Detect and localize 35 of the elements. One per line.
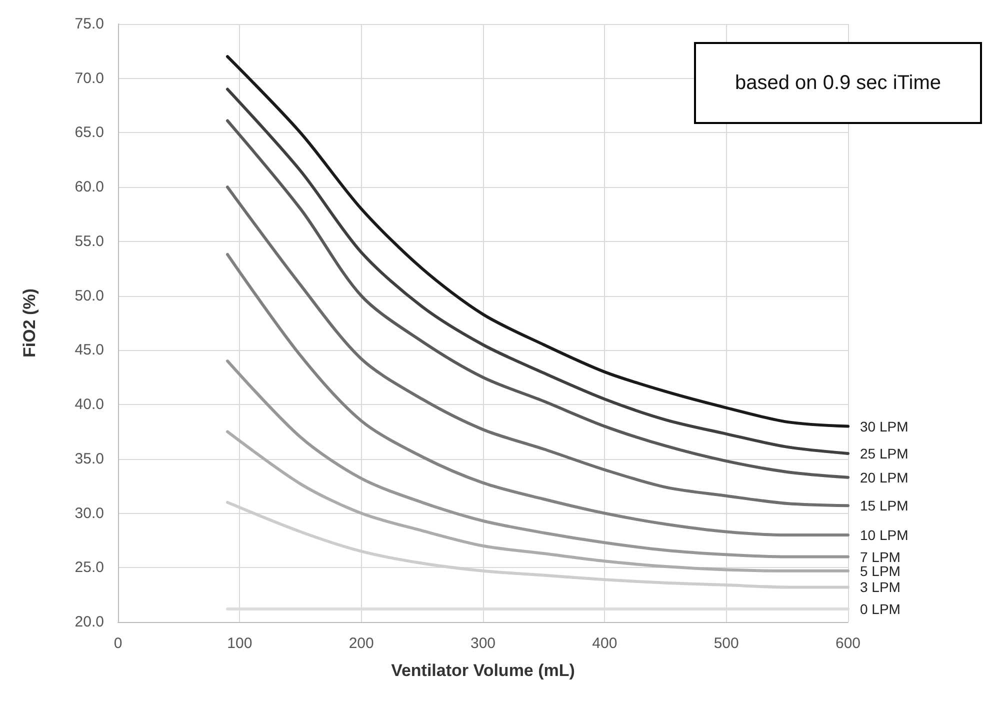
y-tick-label: 30.0 — [74, 504, 104, 522]
line-series — [226, 253, 850, 537]
series-label: 25 LPM — [860, 445, 908, 462]
line-series — [226, 430, 850, 572]
x-tick-label: 200 — [348, 635, 374, 652]
series-label: 30 LPM — [860, 418, 908, 434]
series-label: 5 LPM — [860, 562, 900, 579]
series-label: 15 LPM — [860, 498, 908, 514]
series-label: 10 LPM — [860, 527, 908, 544]
x-tick-label: 100 — [227, 635, 252, 652]
line-series — [226, 186, 850, 508]
y-tick-label: 75.0 — [74, 16, 104, 32]
x-tick-label: 0 — [114, 635, 122, 652]
y-tick-label: 70.0 — [74, 70, 104, 87]
x-tick-label: 400 — [592, 635, 618, 652]
series-label: 0 LPM — [860, 600, 900, 617]
y-tick-label: 45.0 — [74, 342, 104, 359]
x-tick-label: 600 — [835, 635, 861, 652]
y-axis-title: FiO2 (%) — [20, 288, 39, 358]
series-label: 7 LPM — [860, 548, 900, 565]
series-label: 3 LPM — [860, 579, 900, 596]
y-tick-label: 65.0 — [74, 124, 104, 142]
y-tick-label: 40.0 — [74, 396, 104, 414]
y-tick-label: 60.0 — [74, 178, 104, 196]
series-label: 20 LPM — [860, 469, 908, 486]
y-tick-label: 35.0 — [74, 450, 104, 468]
y-tick-label: 20.0 — [74, 614, 104, 630]
note-box: based on 0.9 sec iTime — [694, 42, 982, 124]
y-tick-label: 25.0 — [74, 559, 104, 576]
x-axis-title: Ventilator Volume (mL) — [391, 661, 575, 680]
x-tick-label: 500 — [714, 635, 739, 652]
y-tick-label: 55.0 — [74, 232, 104, 250]
line-series — [226, 360, 850, 558]
x-tick-label: 300 — [470, 635, 496, 652]
y-tick-label: 50.0 — [74, 287, 104, 304]
